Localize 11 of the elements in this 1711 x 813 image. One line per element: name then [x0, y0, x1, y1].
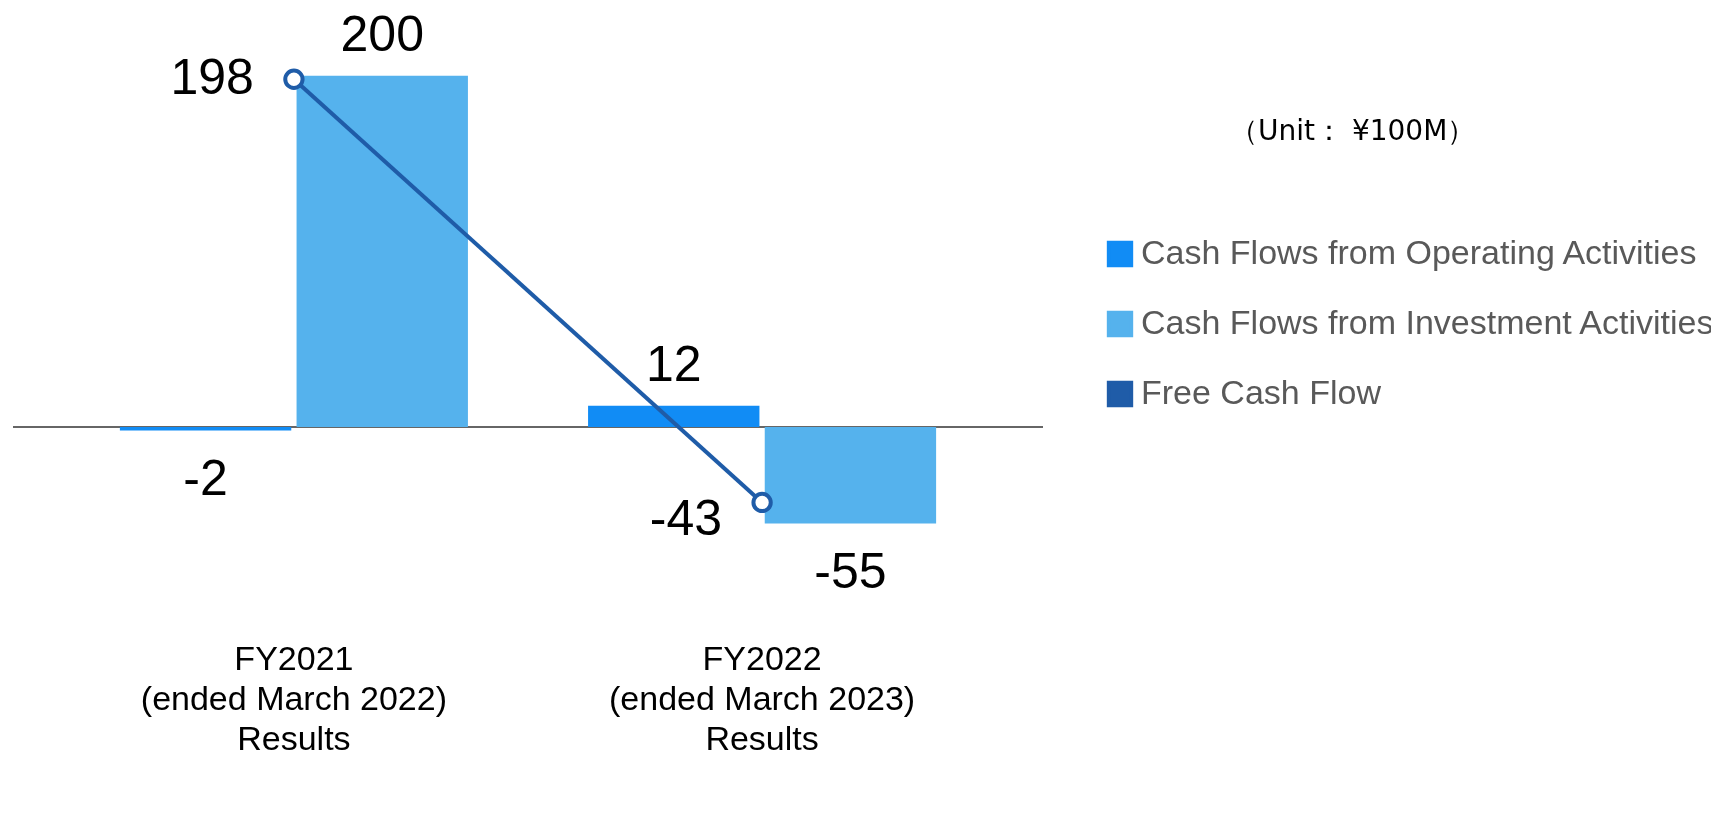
- legend-label: Free Cash Flow: [1141, 373, 1382, 411]
- legend-label: Cash Flows from Operating Activities: [1141, 233, 1697, 271]
- text: （Unit： ¥100M）: [1230, 113, 1476, 149]
- data-label: 200: [340, 5, 424, 62]
- data-label: 12: [645, 335, 702, 392]
- data-label: 198: [170, 49, 254, 106]
- x-tick-label: FY2022 (ended March 2023) Results: [609, 638, 916, 757]
- data-label: -2: [183, 450, 228, 507]
- x-tick-label: FY2021 (ended March 2022) Results: [140, 638, 447, 757]
- data-label: -43: [649, 490, 723, 547]
- data-label: -55: [814, 543, 887, 600]
